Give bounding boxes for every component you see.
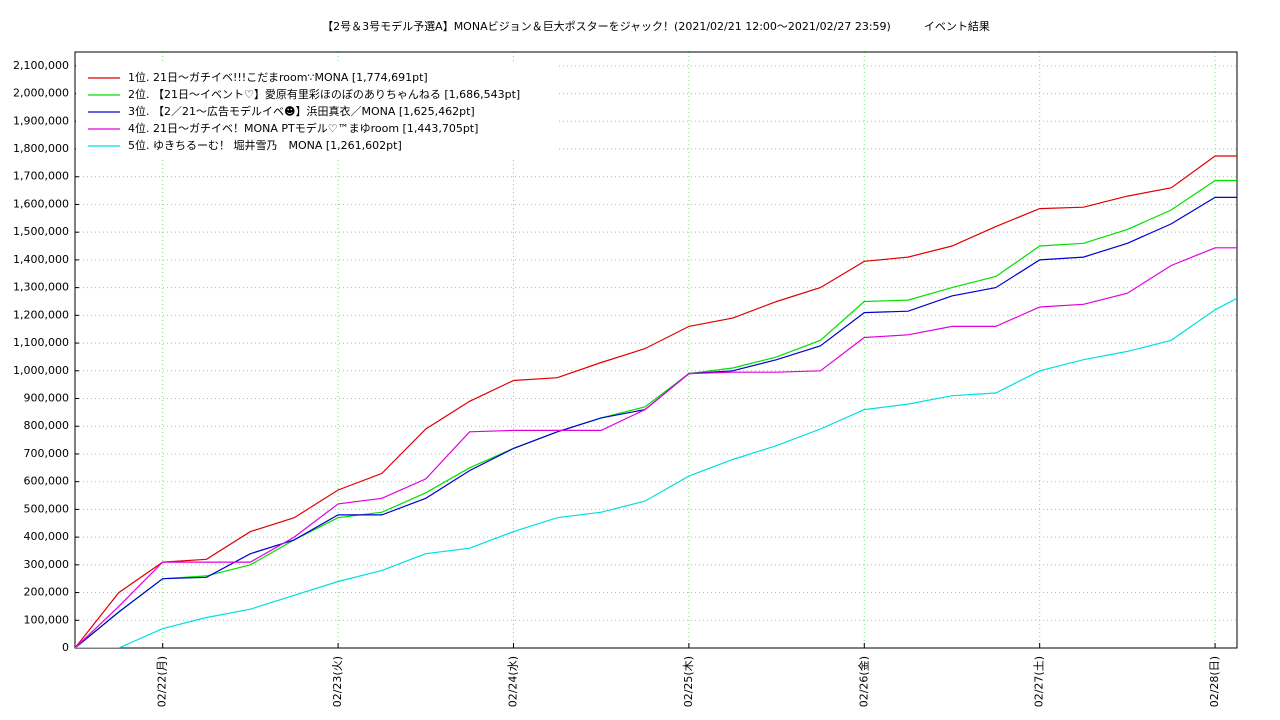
y-tick-label: 700,000	[24, 447, 70, 460]
x-tick-label: 02/25(木)	[682, 656, 695, 707]
series-line	[75, 247, 1237, 648]
y-tick-label: 1,500,000	[13, 225, 69, 238]
y-tick-label: 2,100,000	[13, 59, 69, 72]
y-tick-label: 600,000	[24, 475, 70, 488]
legend-label: 4位. 21日〜ガチイベ！MONA PTモデル♡™まゆroom [1,443,7…	[128, 121, 478, 135]
y-tick-label: 200,000	[24, 586, 70, 599]
chart-title: 【2号＆3号モデル予選A】MONAビジョン＆巨大ポスターをジャック！(2021/…	[322, 19, 990, 33]
y-tick-label: 1,900,000	[13, 114, 69, 127]
legend-label: 3位. 【2／21〜広告モデルイベ☻】浜田真衣／MONA [1,625,462p…	[128, 104, 475, 118]
y-tick-label: 900,000	[24, 392, 70, 405]
x-tick-label: 02/26(金)	[856, 656, 870, 707]
y-tick-label: 100,000	[24, 613, 70, 626]
y-tick-label: 1,400,000	[13, 253, 69, 266]
x-tick-label: 02/28(日)	[1208, 656, 1221, 707]
y-tick-label: 500,000	[24, 502, 70, 515]
y-tick-label: 800,000	[24, 419, 70, 432]
series-line	[75, 155, 1237, 648]
legend-label: 1位. 21日〜ガチイベ!!!こだまroom∵MONA [1,774,691pt…	[128, 70, 428, 84]
legend-label: 5位. ゆきちるーむ！ 堀井雪乃 MONA [1,261,602pt]	[128, 138, 402, 152]
series-line	[75, 179, 1237, 648]
y-tick-label: 1,200,000	[13, 308, 69, 321]
y-tick-label: 2,000,000	[13, 87, 69, 100]
x-tick-label: 02/24(水)	[506, 656, 519, 707]
x-tick-label: 02/22(月)	[156, 656, 169, 707]
y-tick-label: 400,000	[24, 530, 70, 543]
legend-box	[76, 64, 556, 157]
x-tick-label: 02/27(土)	[1033, 656, 1046, 707]
x-tick-label: 02/23(火)	[331, 656, 344, 707]
legend-label: 2位. 【21日〜イベント♡】愛原有里彩ほのぼのありちゃんねる [1,686,5…	[128, 87, 520, 101]
y-tick-label: 300,000	[24, 558, 70, 571]
y-tick-label: 1,000,000	[13, 364, 69, 377]
y-tick-label: 1,700,000	[13, 170, 69, 183]
y-tick-label: 1,800,000	[13, 142, 69, 155]
plot-frame	[74, 51, 1238, 649]
y-tick-label: 1,100,000	[13, 336, 69, 349]
y-tick-label: 0	[62, 641, 69, 654]
y-tick-label: 1,300,000	[13, 281, 69, 294]
series-line	[75, 196, 1237, 648]
y-tick-label: 1,600,000	[13, 197, 69, 210]
series-line	[75, 297, 1237, 648]
